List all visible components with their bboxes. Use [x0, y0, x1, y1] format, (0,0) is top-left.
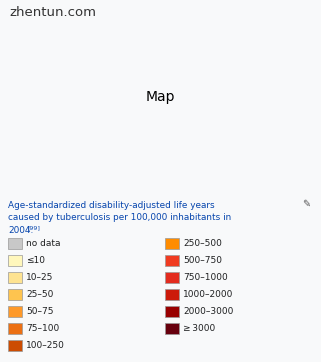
Bar — [8, 238, 22, 249]
Text: 25–50: 25–50 — [26, 290, 53, 299]
Text: 75–100: 75–100 — [26, 324, 59, 333]
Bar — [8, 289, 22, 300]
Bar — [165, 306, 179, 317]
Text: zhentun.com: zhentun.com — [10, 6, 97, 19]
Text: 1000–2000: 1000–2000 — [183, 290, 233, 299]
Text: 10–25: 10–25 — [26, 273, 53, 282]
Bar — [8, 340, 22, 351]
Text: ≤10: ≤10 — [26, 256, 45, 265]
Text: caused by tuberculosis per 100,000 inhabitants in: caused by tuberculosis per 100,000 inhab… — [8, 213, 231, 222]
Text: 50–75: 50–75 — [26, 307, 54, 316]
Text: 250–500: 250–500 — [183, 239, 222, 248]
Bar — [165, 272, 179, 283]
Text: no data: no data — [26, 239, 60, 248]
Text: ≥ 3000: ≥ 3000 — [183, 324, 215, 333]
Text: 100–250: 100–250 — [26, 341, 65, 350]
Bar — [8, 255, 22, 266]
Text: 2000–3000: 2000–3000 — [183, 307, 233, 316]
Bar — [165, 289, 179, 300]
Bar — [165, 238, 179, 249]
Text: ✎: ✎ — [302, 199, 310, 209]
Text: Map: Map — [146, 90, 175, 104]
Text: Age-standardized disability-adjusted life years: Age-standardized disability-adjusted lif… — [8, 201, 215, 210]
Bar — [8, 272, 22, 283]
Text: 500–750: 500–750 — [183, 256, 222, 265]
Bar — [8, 323, 22, 334]
Text: [99]: [99] — [28, 226, 41, 231]
Bar — [165, 323, 179, 334]
Text: 2004.: 2004. — [8, 226, 33, 235]
Bar — [165, 255, 179, 266]
Text: 750–1000: 750–1000 — [183, 273, 228, 282]
Bar — [8, 306, 22, 317]
